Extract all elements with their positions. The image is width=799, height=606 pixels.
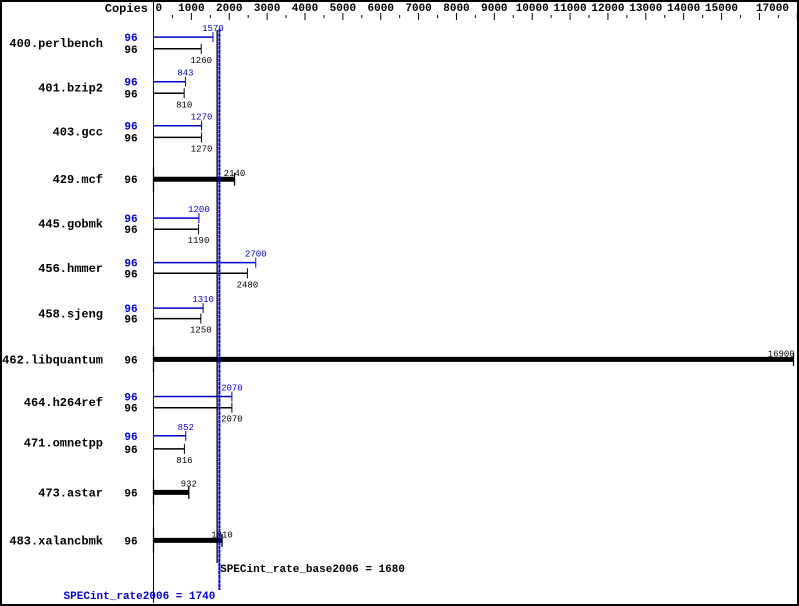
svg-text:2070: 2070 xyxy=(221,384,243,394)
svg-text:96: 96 xyxy=(124,315,137,327)
svg-text:1270: 1270 xyxy=(191,144,213,154)
svg-text:96: 96 xyxy=(124,488,137,500)
svg-text:96: 96 xyxy=(124,355,137,367)
svg-text:96: 96 xyxy=(124,33,137,45)
svg-text:2480: 2480 xyxy=(237,280,259,290)
svg-text:2070: 2070 xyxy=(221,415,243,425)
svg-text:456.hmmer: 456.hmmer xyxy=(38,262,103,276)
svg-text:17000: 17000 xyxy=(756,3,789,15)
svg-text:2700: 2700 xyxy=(245,250,267,260)
svg-text:7000: 7000 xyxy=(405,3,431,15)
svg-text:2000: 2000 xyxy=(216,3,242,15)
svg-text:14000: 14000 xyxy=(667,3,700,15)
svg-text:1000: 1000 xyxy=(178,3,204,15)
svg-text:483.xalancbmk: 483.xalancbmk xyxy=(9,534,103,548)
svg-text:1570: 1570 xyxy=(202,24,224,34)
svg-text:8000: 8000 xyxy=(443,3,469,15)
svg-text:0: 0 xyxy=(156,3,163,15)
svg-text:816: 816 xyxy=(176,456,192,466)
svg-text:458.sjeng: 458.sjeng xyxy=(38,307,103,321)
svg-text:9000: 9000 xyxy=(481,3,507,15)
svg-text:96: 96 xyxy=(124,78,137,90)
svg-text:15000: 15000 xyxy=(705,3,738,15)
svg-text:10000: 10000 xyxy=(516,3,549,15)
svg-text:401.bzip2: 401.bzip2 xyxy=(38,82,103,96)
svg-text:1270: 1270 xyxy=(191,113,213,123)
svg-text:16900: 16900 xyxy=(768,349,795,359)
svg-text:96: 96 xyxy=(124,45,137,57)
svg-text:400.perlbench: 400.perlbench xyxy=(9,37,103,51)
svg-text:4000: 4000 xyxy=(292,3,318,15)
svg-text:96: 96 xyxy=(124,175,137,187)
svg-text:1810: 1810 xyxy=(211,530,233,540)
svg-text:429.mcf: 429.mcf xyxy=(53,173,103,187)
svg-text:Copies: Copies xyxy=(105,2,148,16)
svg-text:810: 810 xyxy=(176,100,192,110)
svg-text:96: 96 xyxy=(124,393,137,405)
svg-text:843: 843 xyxy=(177,69,193,79)
svg-text:852: 852 xyxy=(178,423,194,433)
svg-text:5000: 5000 xyxy=(330,3,356,15)
svg-text:96: 96 xyxy=(124,445,137,457)
svg-text:3000: 3000 xyxy=(254,3,280,15)
svg-text:471.omnetpp: 471.omnetpp xyxy=(24,436,103,450)
svg-text:1200: 1200 xyxy=(188,205,210,215)
svg-text:12000: 12000 xyxy=(591,3,624,15)
svg-text:473.astar: 473.astar xyxy=(38,486,103,500)
svg-text:464.h264ref: 464.h264ref xyxy=(24,396,103,410)
svg-text:445.gobmk: 445.gobmk xyxy=(38,218,103,232)
svg-text:96: 96 xyxy=(124,122,137,134)
svg-text:2140: 2140 xyxy=(224,169,246,179)
svg-text:11000: 11000 xyxy=(554,3,587,15)
svg-text:96: 96 xyxy=(124,432,137,444)
svg-text:SPECint_rate_base2006 = 1680: SPECint_rate_base2006 = 1680 xyxy=(220,564,405,576)
svg-text:96: 96 xyxy=(124,225,137,237)
svg-text:1250: 1250 xyxy=(190,326,212,336)
svg-text:1190: 1190 xyxy=(188,236,210,246)
svg-text:96: 96 xyxy=(124,269,137,281)
svg-text:96: 96 xyxy=(124,404,137,416)
svg-text:403.gcc: 403.gcc xyxy=(53,126,103,140)
svg-text:96: 96 xyxy=(124,133,137,145)
svg-text:13000: 13000 xyxy=(629,3,662,15)
svg-text:462.libquantum: 462.libquantum xyxy=(2,353,103,367)
svg-text:932: 932 xyxy=(181,479,197,489)
svg-text:6000: 6000 xyxy=(368,3,394,15)
svg-text:96: 96 xyxy=(124,536,137,548)
svg-text:1260: 1260 xyxy=(190,56,212,66)
svg-text:96: 96 xyxy=(124,89,137,101)
svg-text:SPECint_rate2006 = 1740: SPECint_rate2006 = 1740 xyxy=(64,591,216,603)
svg-text:1310: 1310 xyxy=(192,295,214,305)
